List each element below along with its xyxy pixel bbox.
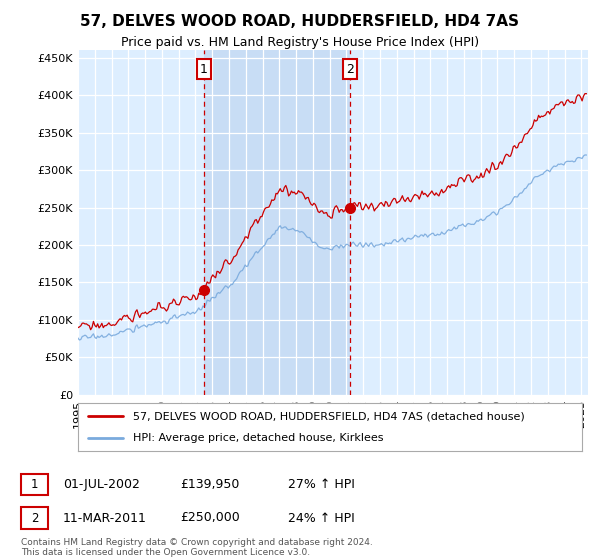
- Text: Price paid vs. HM Land Registry's House Price Index (HPI): Price paid vs. HM Land Registry's House …: [121, 36, 479, 49]
- Text: 11-MAR-2011: 11-MAR-2011: [63, 511, 147, 525]
- Text: 1: 1: [31, 478, 38, 491]
- Text: HPI: Average price, detached house, Kirklees: HPI: Average price, detached house, Kirk…: [133, 433, 384, 443]
- Text: £139,950: £139,950: [180, 478, 239, 491]
- Text: 57, DELVES WOOD ROAD, HUDDERSFIELD, HD4 7AS (detached house): 57, DELVES WOOD ROAD, HUDDERSFIELD, HD4 …: [133, 411, 525, 421]
- Text: 27% ↑ HPI: 27% ↑ HPI: [288, 478, 355, 491]
- Text: 57, DELVES WOOD ROAD, HUDDERSFIELD, HD4 7AS: 57, DELVES WOOD ROAD, HUDDERSFIELD, HD4 …: [80, 14, 520, 29]
- Text: 01-JUL-2002: 01-JUL-2002: [63, 478, 140, 491]
- Text: 2: 2: [31, 511, 38, 525]
- Text: Contains HM Land Registry data © Crown copyright and database right 2024.
This d: Contains HM Land Registry data © Crown c…: [21, 538, 373, 557]
- Text: 24% ↑ HPI: 24% ↑ HPI: [288, 511, 355, 525]
- Text: £250,000: £250,000: [180, 511, 240, 525]
- Text: 2: 2: [346, 63, 354, 76]
- Text: 1: 1: [200, 63, 208, 76]
- Bar: [204, 50, 350, 395]
